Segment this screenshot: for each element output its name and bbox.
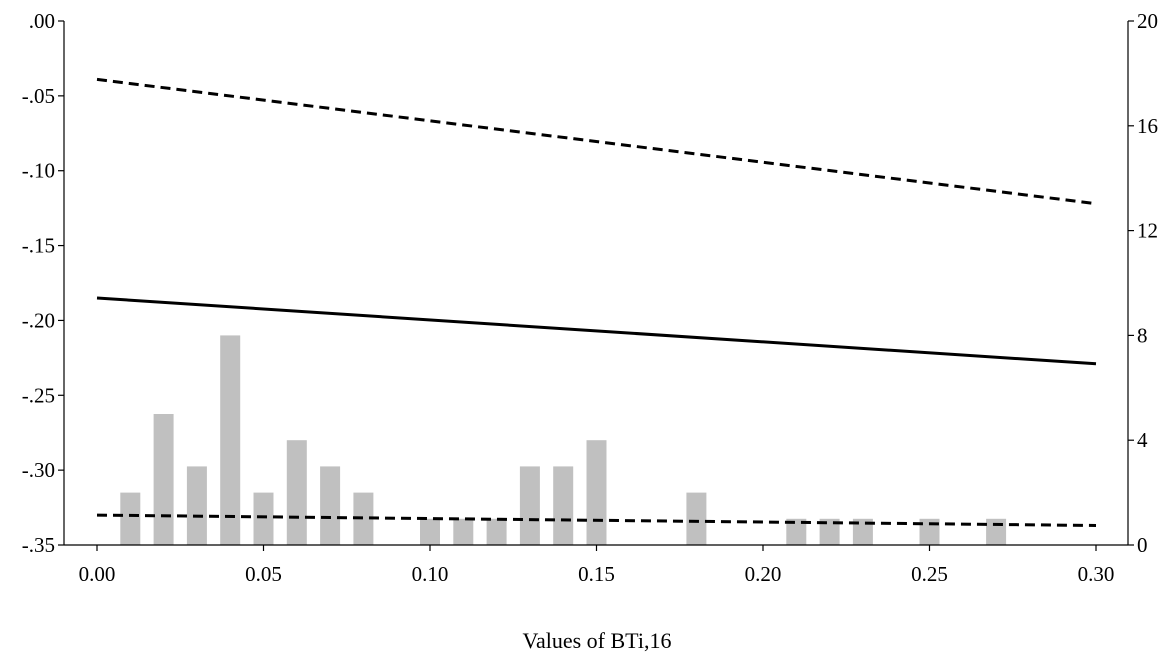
- histogram-bar: [519, 466, 540, 545]
- x-tick-label: 0.15: [578, 562, 615, 586]
- histogram-bar: [320, 466, 341, 545]
- right-tick-label: 4: [1137, 428, 1148, 452]
- left-tick-label: -.15: [22, 234, 55, 258]
- dashed-line-2: [96, 513, 1097, 527]
- histogram-bar: [686, 492, 707, 545]
- x-tick-label: 0.20: [745, 562, 782, 586]
- left-tick-label: -.30: [22, 458, 55, 482]
- right-tick-label: 0: [1137, 533, 1148, 557]
- axes: [58, 20, 1134, 551]
- histogram-bar: [186, 466, 207, 545]
- x-tick-label: 0.10: [412, 562, 449, 586]
- histogram-bar: [120, 492, 141, 545]
- right-tick-label: 8: [1137, 323, 1148, 347]
- histogram-bar: [486, 518, 507, 545]
- histogram-bar: [153, 414, 174, 545]
- histogram-bar: [286, 440, 307, 545]
- right-tick-label: 20: [1137, 9, 1158, 33]
- histogram-bar: [553, 466, 574, 545]
- x-tick-label: 0.25: [911, 562, 948, 586]
- left-tick-label: -.35: [22, 533, 55, 557]
- histogram-bar: [852, 518, 873, 545]
- histogram-bar: [353, 492, 374, 545]
- left-tick-label: -.25: [22, 383, 55, 407]
- solid-line: [96, 296, 1097, 366]
- histogram-bar: [919, 518, 940, 545]
- x-tick-label: 0.30: [1078, 562, 1115, 586]
- left-tick-label: .00: [29, 9, 55, 33]
- histogram-bars: [120, 335, 1007, 545]
- histogram-bar: [819, 518, 840, 545]
- histogram-bar: [786, 518, 807, 545]
- tick-labels: .00 -.05 -.10 -.15 -.20 -.25 -.30 -.35 0 4 8 12 16 20…: [22, 9, 1158, 586]
- x-axis-title: Values of BTi,16: [523, 628, 672, 653]
- x-tick-label: 0.00: [79, 562, 116, 586]
- right-tick-label: 16: [1137, 114, 1158, 138]
- series-lines: [96, 77, 1097, 527]
- left-tick-label: -.05: [22, 84, 55, 108]
- left-tick-label: -.20: [22, 308, 55, 332]
- right-tick-label: 12: [1137, 219, 1158, 243]
- histogram-bar: [420, 518, 440, 545]
- dashed-line-1: [96, 77, 1097, 206]
- histogram-bar: [986, 518, 1007, 545]
- histogram-bar: [453, 518, 474, 545]
- histogram-bar: [586, 440, 607, 545]
- x-tick-label: 0.05: [245, 562, 282, 586]
- left-tick-label: -.10: [22, 159, 55, 183]
- histogram-bar: [253, 492, 274, 545]
- histogram-bar: [220, 335, 241, 545]
